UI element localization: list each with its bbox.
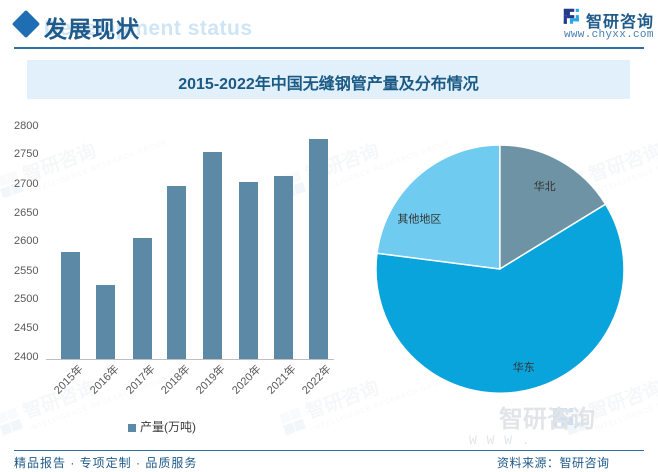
svg-text:华北: 华北 [534, 179, 556, 193]
svg-text:W W W .: W W W . [469, 433, 531, 448]
svg-text:智研咨询: 智研咨询 [499, 405, 595, 433]
svg-text:其他地区: 其他地区 [397, 213, 441, 226]
svg-text:华东: 华东 [513, 360, 535, 374]
